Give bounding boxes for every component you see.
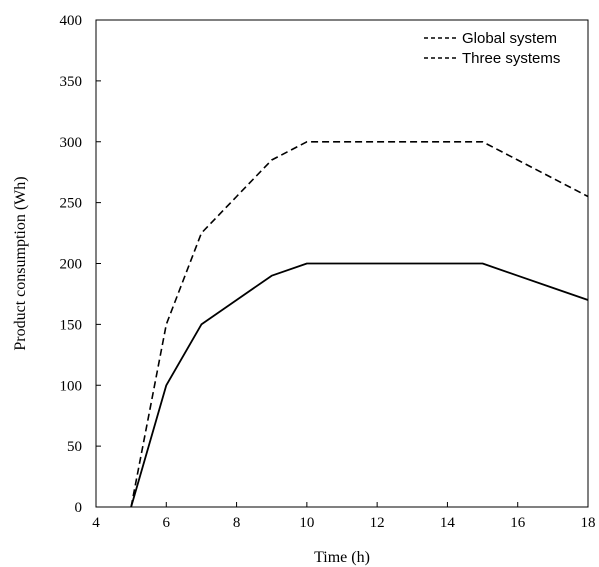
y-tick-label: 400 [60, 13, 83, 29]
y-tick-label: 150 [60, 317, 83, 333]
x-tick-label: 4 [92, 515, 100, 531]
series-line-global-system [130, 141, 589, 508]
x-tick-label: 10 [299, 515, 314, 531]
x-tick-label: 14 [440, 515, 456, 531]
y-tick-label: 250 [60, 196, 83, 212]
series-line-three-systems [130, 262, 589, 508]
x-tick-label: 8 [233, 515, 241, 531]
x-axis-title: Time (h) [314, 549, 370, 566]
y-axis-title: Product consumption (Wh) [12, 176, 29, 350]
y-tick-label: 350 [60, 74, 83, 90]
y-tick-label: 50 [67, 439, 82, 455]
legend: Global system Three systems [424, 30, 560, 67]
legend-label: Three systems [462, 50, 560, 67]
x-tick-label: 12 [370, 515, 385, 531]
series-lines [130, 141, 589, 508]
legend-label: Global system [462, 30, 557, 47]
y-tick-label: 300 [60, 135, 83, 151]
x-axis-ticks: 4 6 8 10 12 14 16 18 [92, 502, 596, 531]
x-tick-label: 16 [510, 515, 526, 531]
x-tick-label: 6 [163, 515, 171, 531]
y-tick-label: 0 [75, 500, 83, 516]
y-tick-label: 100 [60, 378, 83, 394]
y-axis-ticks: 0 50 100 150 200 250 300 350 400 [60, 13, 101, 516]
y-tick-label: 200 [60, 257, 83, 273]
x-tick-label: 18 [581, 515, 596, 531]
